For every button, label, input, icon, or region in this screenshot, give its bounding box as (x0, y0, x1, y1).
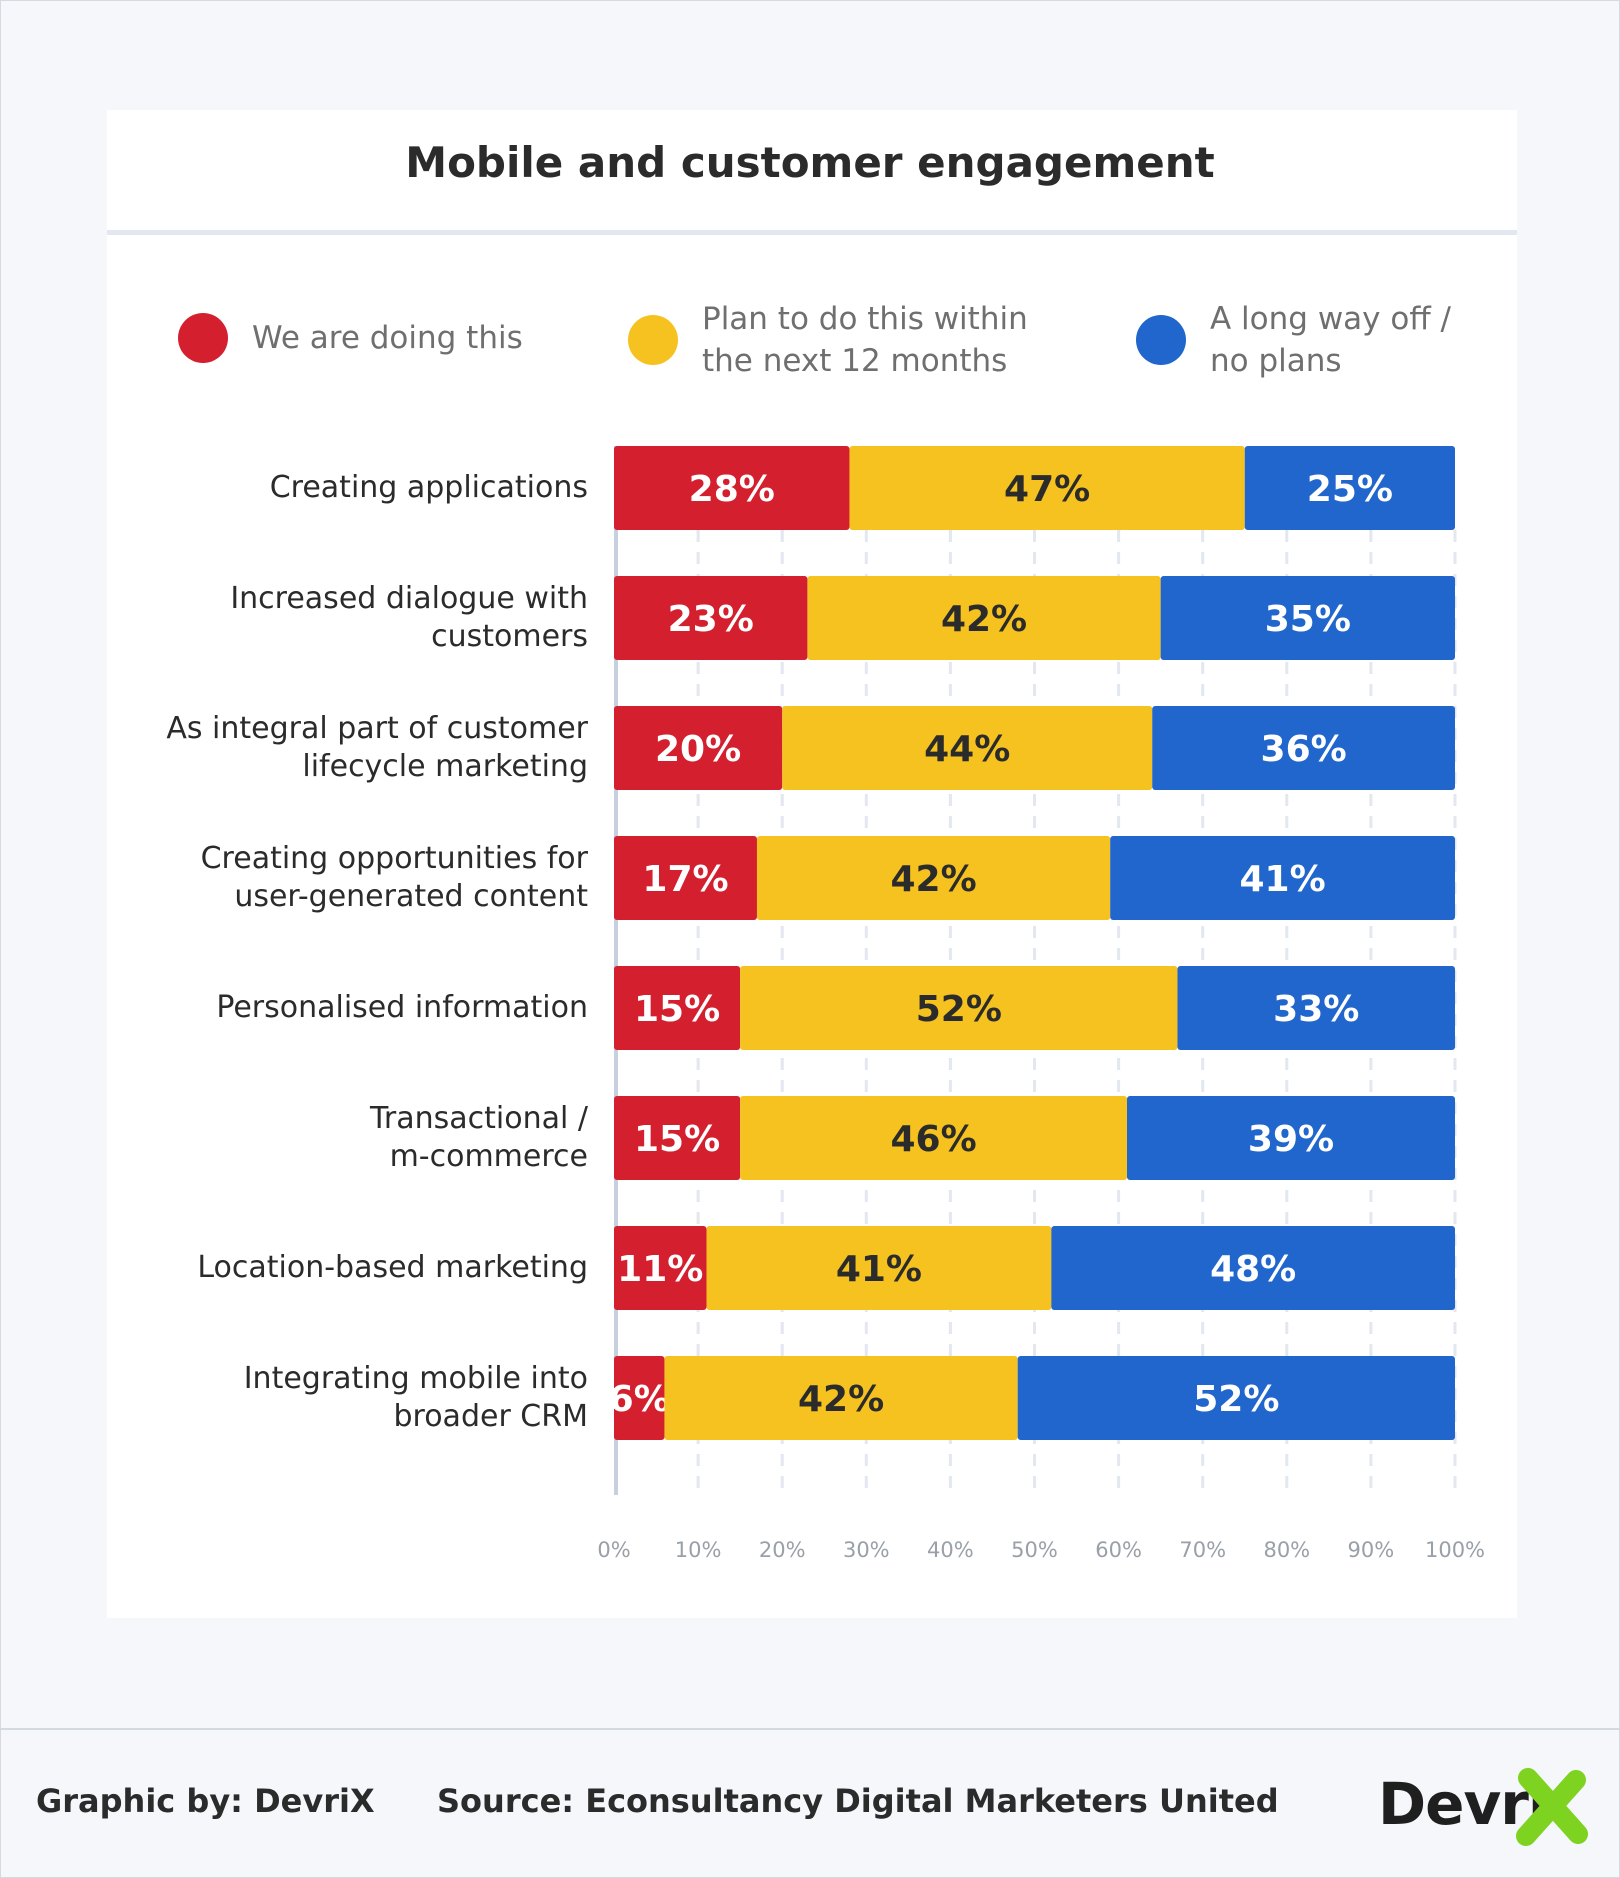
data-label: 41% (1240, 859, 1326, 900)
data-label: 42% (941, 599, 1027, 640)
data-label: 28% (689, 469, 775, 510)
data-label: 17% (642, 859, 728, 900)
category-label: Personalised information (216, 990, 588, 1025)
legend-label-doing: We are doing this (252, 320, 523, 356)
data-label: 20% (655, 729, 741, 770)
category-label: Creating applications (269, 470, 588, 505)
bar-segment (1051, 1226, 1455, 1310)
x-tick-label: 80% (1263, 1538, 1310, 1562)
legend-label-no-plans: A long way off / no plans (1210, 301, 1451, 379)
bar-segment (1177, 966, 1455, 1050)
legend-item-doing: We are doing this (178, 313, 523, 363)
bar-segment (1017, 1356, 1455, 1440)
x-tick-label: 40% (927, 1538, 974, 1562)
bar-segment (740, 966, 1178, 1050)
bar-segment (1110, 836, 1455, 920)
x-tick-label: 100% (1425, 1538, 1485, 1562)
data-label: 35% (1265, 599, 1351, 640)
bar-segment (756, 836, 1111, 920)
bar-segment (1127, 1096, 1455, 1180)
data-label: 44% (924, 729, 1010, 770)
data-label: 47% (1004, 469, 1090, 510)
legend-item-no-plans: A long way off / no plans (1136, 298, 1451, 382)
chart-title: Mobile and customer engagement (405, 138, 1215, 187)
bar-segment (782, 706, 1153, 790)
x-tick-label: 30% (843, 1538, 890, 1562)
data-label: 11% (617, 1249, 703, 1290)
graphic-credit: Graphic by: DevriX (36, 1782, 375, 1820)
bar-segment (807, 576, 1161, 660)
bar-segment (614, 836, 757, 920)
category-label: Location-based marketing (197, 1250, 588, 1285)
stacked-bar-chart: 0% 10% 20% 30% 40% 50% 60% 70% 80% 90% 100% 28% 47% 2… (597, 446, 1485, 1562)
data-label: 41% (836, 1249, 922, 1290)
x-tick-label: 60% (1095, 1538, 1142, 1562)
bar-segment (614, 576, 808, 660)
data-label: 42% (798, 1379, 884, 1420)
category-label: Integrating mobile into broader CRM (243, 1361, 588, 1434)
bar-segment (849, 446, 1245, 530)
x-tick-label: 90% (1348, 1538, 1395, 1562)
x-tick-label: 10% (675, 1538, 722, 1562)
bar-segment (1244, 446, 1455, 530)
bar-segment (664, 1356, 1018, 1440)
category-label: Transactional / m-commerce (370, 1101, 588, 1174)
logo-x-icon (1516, 1768, 1588, 1846)
x-tick-label: 0% (597, 1538, 630, 1562)
footer-divider (0, 1728, 1620, 1730)
data-label: 46% (890, 1119, 976, 1160)
devrix-logo: Devri (1378, 1764, 1588, 1854)
data-label: 33% (1273, 989, 1359, 1030)
data-label: 39% (1248, 1119, 1334, 1160)
data-label: 15% (634, 1119, 720, 1160)
category-label: Creating opportunities for user-generate… (200, 841, 588, 914)
x-tick-label: 70% (1179, 1538, 1226, 1562)
bar-segment (1152, 706, 1455, 790)
data-label: 52% (1193, 1379, 1279, 1420)
category-label: Increased dialogue with customers (230, 581, 588, 654)
data-label: 6% (609, 1379, 670, 1420)
x-tick-label: 50% (1011, 1538, 1058, 1562)
bar-segment (1160, 576, 1455, 660)
data-label: 23% (668, 599, 754, 640)
x-tick-label: 20% (759, 1538, 806, 1562)
data-label: 48% (1210, 1249, 1296, 1290)
bar-segment (614, 1226, 707, 1310)
legend-label-plan: Plan to do this within the next 12 month… (702, 301, 1028, 379)
bar-segment (614, 1096, 741, 1180)
legend-swatch-doing (178, 313, 228, 363)
data-label: 36% (1261, 729, 1347, 770)
bar-segment (740, 1096, 1128, 1180)
bar-segment (614, 706, 783, 790)
data-label: 25% (1307, 469, 1393, 510)
data-label: 52% (916, 989, 1002, 1030)
bar-segment (614, 1356, 665, 1440)
data-label: 42% (890, 859, 976, 900)
legend-swatch-plan (628, 315, 678, 365)
source-credit: Source: Econsultancy Digital Marketers U… (437, 1782, 1279, 1820)
data-label: 15% (634, 989, 720, 1030)
title-divider (107, 230, 1517, 235)
bar-segment (614, 966, 741, 1050)
legend-swatch-no-plans (1136, 315, 1186, 365)
bar-segment (614, 446, 850, 530)
legend-item-plan: Plan to do this within the next 12 month… (628, 298, 1028, 382)
bar-segment (706, 1226, 1052, 1310)
category-label: As integral part of customer lifecycle m… (166, 711, 588, 784)
